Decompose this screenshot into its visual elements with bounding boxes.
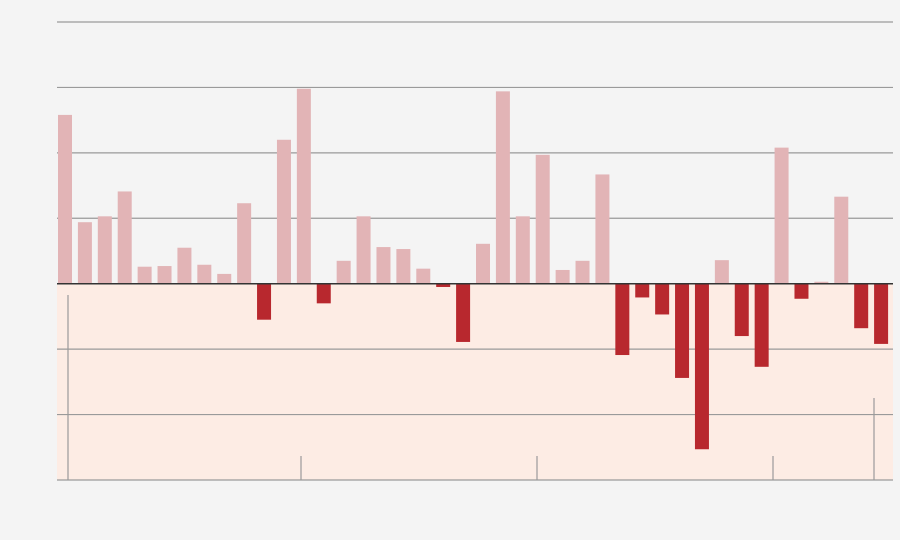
bar bbox=[257, 283, 272, 320]
bar bbox=[575, 260, 590, 284]
bar bbox=[555, 269, 570, 284]
bar bbox=[694, 283, 709, 450]
bar bbox=[77, 222, 92, 284]
bar bbox=[814, 281, 829, 284]
bar bbox=[197, 264, 212, 284]
bar bbox=[635, 283, 650, 298]
bar bbox=[97, 216, 112, 284]
bar bbox=[456, 283, 471, 342]
bar bbox=[58, 114, 72, 284]
bar bbox=[774, 147, 789, 284]
bar bbox=[476, 243, 490, 284]
bar bbox=[495, 91, 510, 284]
bar bbox=[535, 154, 550, 284]
bar bbox=[316, 283, 331, 304]
bar bbox=[615, 283, 630, 356]
bar bbox=[754, 283, 769, 367]
bar bbox=[675, 283, 690, 378]
bar bbox=[595, 174, 610, 284]
bar bbox=[276, 139, 291, 284]
bar bbox=[794, 283, 809, 299]
bar bbox=[396, 249, 411, 284]
bar bbox=[515, 216, 530, 284]
bar bbox=[874, 283, 889, 344]
bar bbox=[436, 283, 451, 287]
bar bbox=[376, 247, 391, 284]
bar bbox=[655, 283, 670, 315]
bar bbox=[177, 247, 192, 284]
negative-zone bbox=[57, 283, 893, 480]
bar bbox=[336, 260, 351, 284]
bar bbox=[117, 191, 132, 284]
bar bbox=[834, 196, 849, 284]
bar bbox=[217, 273, 232, 284]
bar bbox=[237, 203, 252, 284]
bar bbox=[854, 283, 869, 329]
bar bbox=[416, 268, 431, 284]
bar bbox=[157, 266, 172, 284]
bar bbox=[714, 260, 729, 284]
bar bbox=[296, 88, 311, 284]
bar bbox=[137, 266, 152, 284]
bar bbox=[734, 283, 749, 337]
bar bbox=[356, 216, 371, 284]
